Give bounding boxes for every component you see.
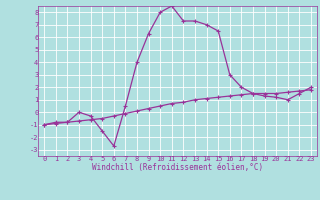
X-axis label: Windchill (Refroidissement éolien,°C): Windchill (Refroidissement éolien,°C) xyxy=(92,163,263,172)
